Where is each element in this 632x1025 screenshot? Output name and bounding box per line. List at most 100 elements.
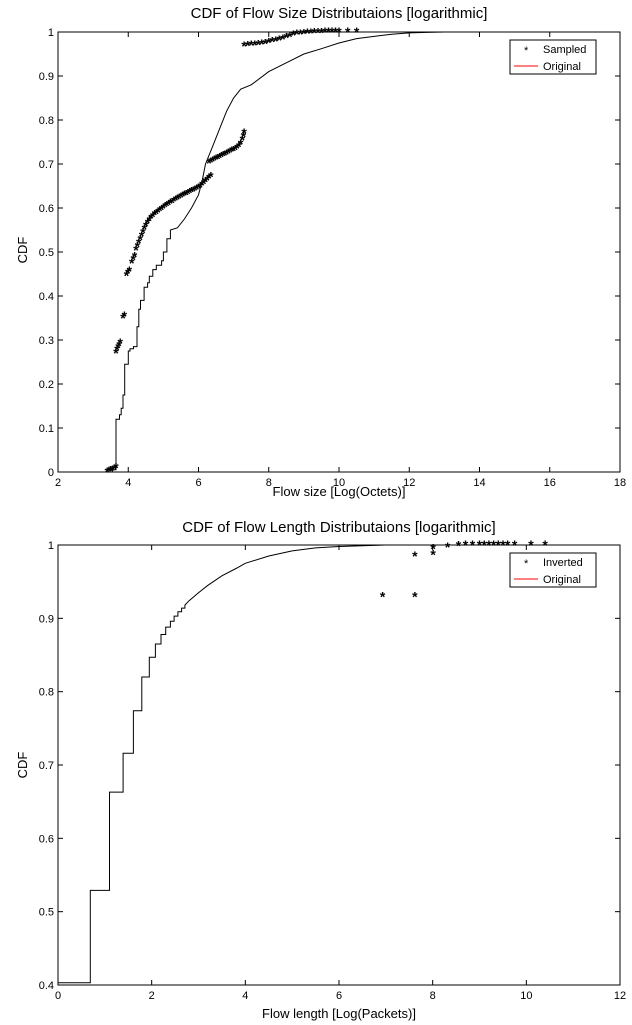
data-point: * [298,26,304,42]
data-point: * [245,38,251,54]
data-point: * [412,548,418,564]
data-point: * [273,33,279,49]
data-point: * [284,30,290,46]
data-point: * [231,142,237,158]
x-tick-label: 8 [266,477,272,489]
data-point: * [136,235,142,251]
data-point: * [217,149,223,165]
data-point: * [147,212,153,228]
data-point: * [205,172,211,188]
data-point: * [155,204,161,220]
data-point: * [192,182,198,198]
data-point: * [241,125,247,141]
data-point: * [308,25,314,41]
data-point: * [124,267,130,283]
data-point: * [140,225,146,241]
series-line-original [111,31,480,472]
data-point: * [229,143,235,159]
x-tick-label: 16 [544,477,556,489]
data-point: * [238,136,244,152]
chart-title: CDF of Flow Length Distributaions [logar… [182,519,495,536]
data-point: * [301,25,307,41]
data-point: * [142,221,148,237]
data-point: * [241,128,247,144]
x-tick-label: 2 [55,477,61,489]
series-line-original [58,544,527,984]
y-tick-label: 1 [48,540,54,552]
data-point: * [326,24,332,40]
y-tick-label: 0.9 [39,613,54,625]
data-point: * [322,24,328,40]
plot-area [57,31,621,473]
data-point: * [528,537,534,553]
data-point: * [294,26,300,42]
data-point: * [315,24,321,40]
data-point: * [189,184,195,200]
data-point: * [305,25,311,41]
data-point: * [162,199,168,215]
data-point: * [104,464,110,480]
y-tick-label: 0.5 [39,247,54,259]
data-point: * [169,194,175,210]
x-tick-label: 18 [614,477,626,489]
data-point: * [354,24,360,40]
data-point: * [150,208,156,224]
legend-box [509,552,597,588]
data-point: * [259,36,265,52]
data-point: * [291,27,297,43]
flow-size-cdf-chart: CDF of Flow Size Distributaions [logarit… [15,5,626,499]
legend-label-original: Original [543,574,581,586]
data-point: * [234,140,240,156]
data-point: * [270,34,276,50]
data-point: * [248,37,254,53]
data-point: * [161,200,167,216]
x-tick-label: 6 [195,477,201,489]
data-point: * [345,24,351,40]
y-tick-label: 0.6 [39,203,54,215]
data-point: * [445,539,451,555]
data-point: * [194,181,200,197]
data-point: * [336,24,342,40]
data-point: * [115,339,121,355]
data-point: * [106,463,112,479]
data-point: * [312,24,318,40]
data-point: * [135,239,141,255]
x-tick-label: 4 [242,990,248,1002]
x-tick-label: 4 [125,477,131,489]
data-point: * [116,337,122,353]
data-point: * [233,141,239,157]
y-tick-label: 0.4 [39,980,54,992]
data-point: * [542,537,548,553]
y-tick-label: 0.8 [39,687,54,699]
data-point: * [210,153,216,169]
y-tick-label: 0.5 [39,907,54,919]
y-tick-label: 0.8 [39,115,54,127]
data-point: * [137,232,143,248]
data-point: * [412,588,418,604]
data-point: * [145,215,151,231]
legend-box [509,39,597,75]
data-point: * [380,588,386,604]
flow-length-cdf-chart: CDF of Flow Length Distributaions [logar… [15,519,626,1021]
data-point: * [129,255,135,271]
data-point: * [287,28,293,44]
data-point: * [133,242,139,258]
data-point: * [139,228,145,244]
data-point: * [168,195,174,211]
y-tick-label: 1 [48,27,54,39]
y-axis-label: CDF [15,752,30,779]
data-point: * [226,145,232,161]
data-point: * [215,150,221,166]
data-point: * [164,197,170,213]
x-tick-label: 8 [430,990,436,1002]
y-tick-label: 0.1 [39,423,54,435]
data-point: * [127,263,133,279]
data-point: * [203,174,209,190]
data-point: * [240,132,246,148]
data-point: * [333,24,339,40]
data-point: * [219,149,225,165]
x-tick-label: 6 [336,990,342,1002]
data-point: * [213,151,219,167]
legend-label-original: Original [543,61,581,73]
y-tick-label: 0 [48,467,54,479]
